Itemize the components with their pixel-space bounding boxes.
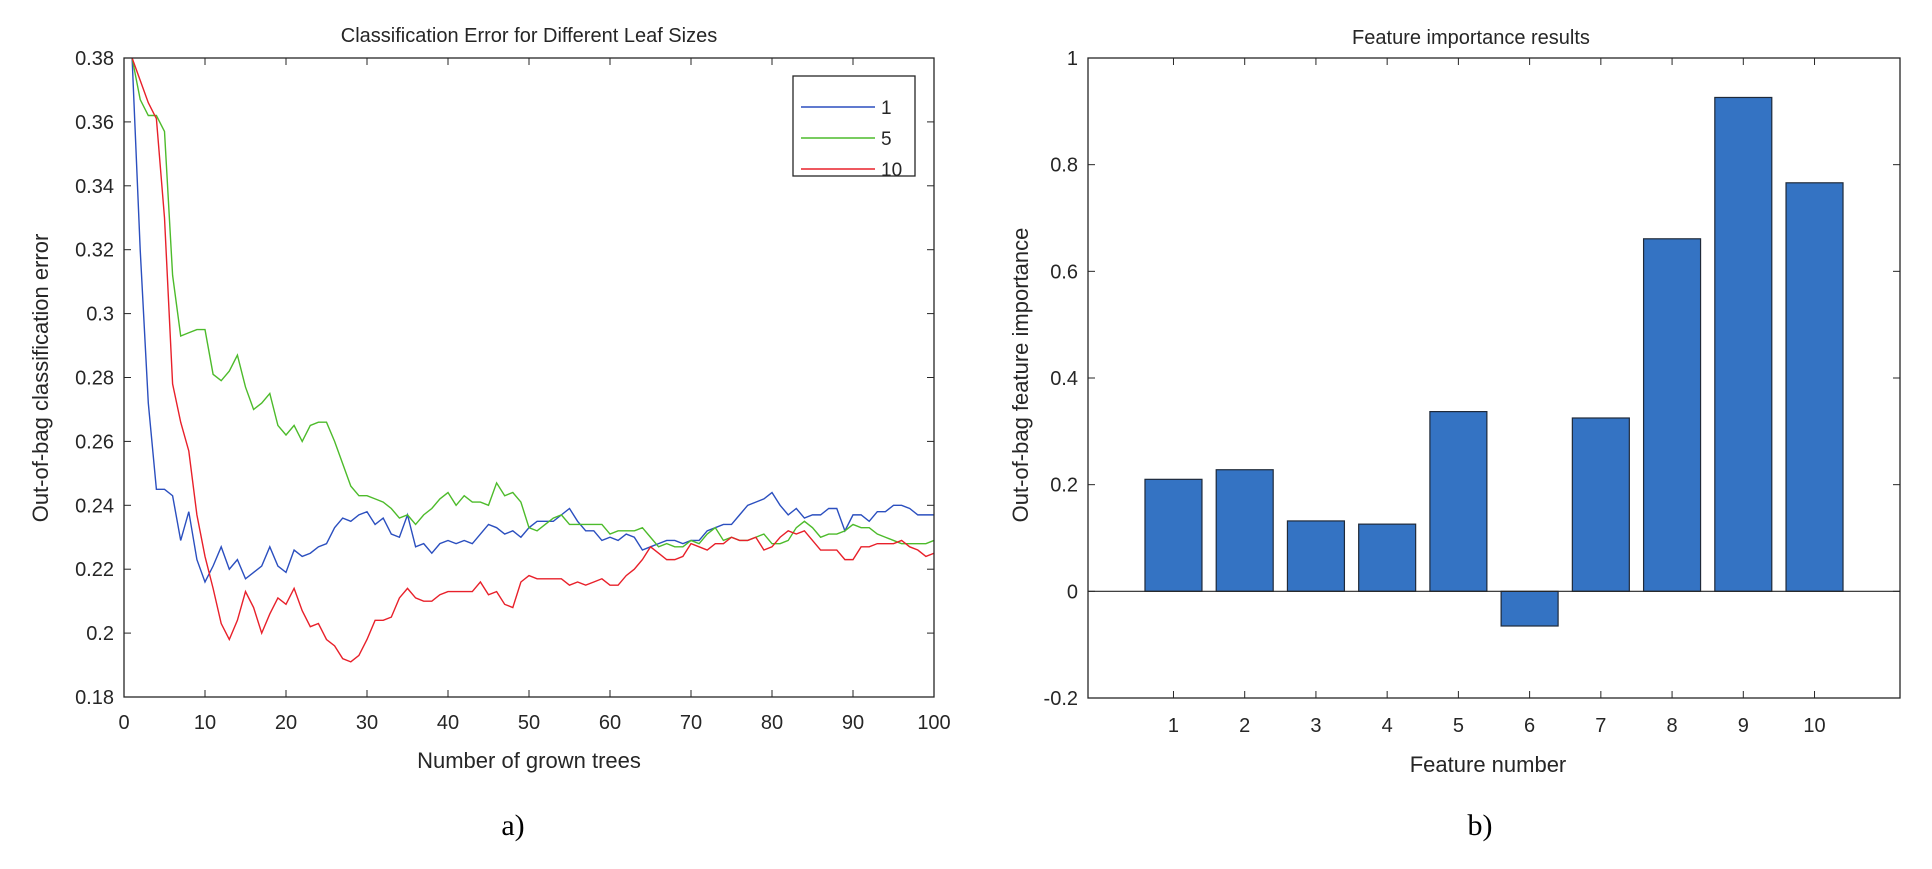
x-tick-label: 3 (1310, 715, 1321, 737)
x-tick-label: 100 (917, 712, 950, 734)
chart-a-ylabel: Out-of-bag classification error (28, 234, 53, 523)
y-tick-label: -0.2 (1044, 688, 1078, 710)
bar-feature-6 (1500, 590, 1559, 627)
y-tick-label: 0.34 (75, 176, 114, 198)
y-tick-label: 1 (1067, 48, 1078, 70)
x-tick-label: 20 (275, 712, 297, 734)
legend-label: 5 (881, 129, 892, 150)
y-tick-label: 0.36 (75, 112, 114, 134)
y-tick-label: 0.2 (1050, 475, 1078, 497)
y-tick-label: 0.24 (75, 495, 114, 517)
x-tick-label: 70 (680, 712, 702, 734)
chart-b-ylabel: Out-of-bag feature importance (1008, 228, 1033, 523)
series-line-5 (131, 57, 935, 548)
y-tick-label: 0.6 (1050, 261, 1078, 283)
x-tick-label: 4 (1382, 715, 1393, 737)
bar-feature-2 (1215, 469, 1274, 592)
x-tick-label: 0 (118, 712, 129, 734)
plot-area-border (123, 57, 935, 698)
chart-b-xlabel: Feature number (1410, 752, 1567, 777)
y-tick-label: 0.3 (86, 304, 114, 326)
y-tick-label: 0.2 (86, 623, 114, 645)
chart-a-xlabel: Number of grown trees (417, 748, 641, 773)
bar-feature-9 (1714, 96, 1773, 592)
bar-feature-8 (1642, 238, 1702, 592)
x-tick-label: 8 (1667, 715, 1678, 737)
x-tick-label: 80 (761, 712, 783, 734)
line-chart-leaf-sizes: Classification Error for Different Leaf … (28, 25, 951, 842)
y-tick-label: 0.18 (75, 687, 114, 709)
x-tick-label: 60 (599, 712, 621, 734)
series-line-1 (131, 57, 934, 584)
chart-b-title: Feature importance results (1352, 27, 1590, 49)
bar-feature-3 (1286, 520, 1346, 592)
legend-label: 1 (881, 98, 892, 119)
y-tick-label: 0.32 (75, 240, 114, 262)
y-tick-label: 0.8 (1050, 155, 1078, 177)
y-tick-label: 0.26 (75, 431, 114, 453)
y-tick-label: 0.4 (1050, 368, 1078, 390)
y-tick-label: 0 (1067, 581, 1078, 603)
x-tick-label: 1 (1168, 715, 1179, 737)
x-tick-label: 9 (1738, 715, 1749, 737)
chart-a-title: Classification Error for Different Leaf … (341, 25, 717, 47)
x-tick-label: 50 (518, 712, 540, 734)
bar-feature-1 (1144, 478, 1203, 592)
x-tick-label: 5 (1453, 715, 1464, 737)
x-tick-label: 7 (1595, 715, 1606, 737)
y-tick-label: 0.22 (75, 559, 114, 581)
x-tick-label: 10 (1803, 715, 1825, 737)
chart-a-caption: a) (501, 809, 524, 842)
legend-label: 10 (881, 160, 902, 181)
legend-box (792, 75, 916, 177)
y-tick-label: 0.38 (75, 48, 114, 70)
plot-area-border (1087, 57, 1901, 699)
bar-feature-5 (1429, 411, 1488, 592)
y-tick-label: 0.28 (75, 368, 114, 390)
x-tick-label: 90 (842, 712, 864, 734)
bar-feature-10 (1785, 182, 1844, 592)
x-tick-label: 6 (1524, 715, 1535, 737)
bar-chart-feature-importance: Feature importance results Feature numbe… (1008, 27, 1901, 842)
x-tick-label: 30 (356, 712, 378, 734)
x-tick-label: 40 (437, 712, 459, 734)
x-tick-label: 2 (1239, 715, 1250, 737)
chart-b-caption: b) (1468, 809, 1493, 842)
bar-feature-7 (1571, 417, 1630, 592)
series-line-10 (131, 57, 935, 663)
x-tick-label: 10 (194, 712, 216, 734)
bar-feature-4 (1358, 523, 1417, 592)
